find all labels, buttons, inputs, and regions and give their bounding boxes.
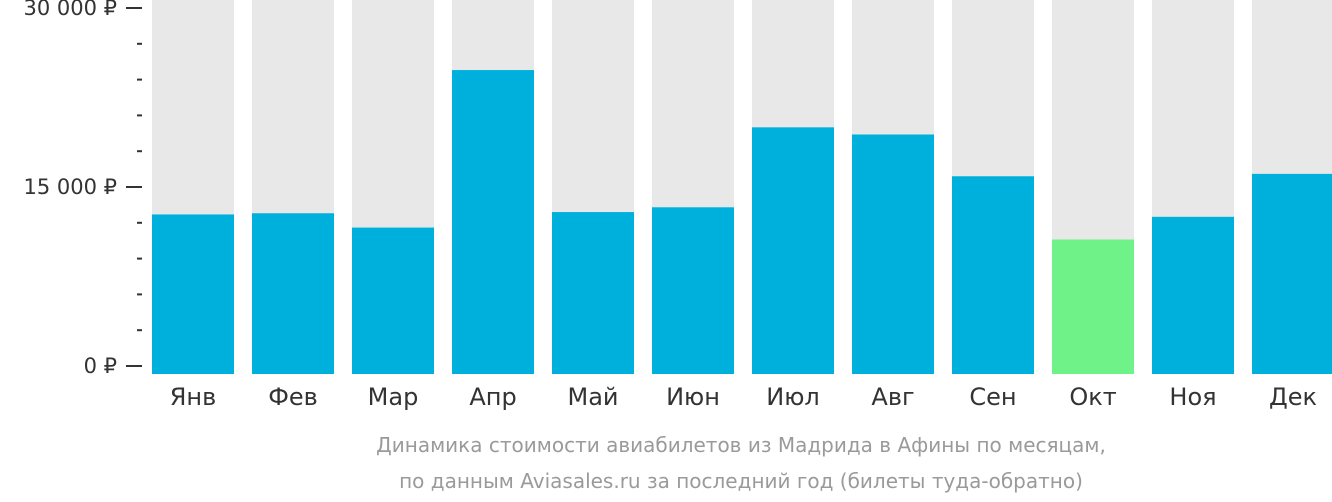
x-axis: Янв Фев Мар Апр Май Июн Июл Авг Сен Окт Ноя Дек [170,383,1317,411]
x-tick-label: Июл [766,383,820,411]
bar [152,214,234,374]
bar [452,70,534,374]
x-tick-label: Ноя [1169,383,1216,411]
x-tick-label: Окт [1069,383,1116,411]
chart-caption-line-1: Динамика стоимости авиабилетов из Мадрид… [376,433,1106,457]
x-tick-label: Фев [268,383,318,411]
y-tick-label: 0 ₽ [84,354,117,378]
bars [152,70,1332,374]
x-tick-label: Июн [666,383,720,411]
bar [552,212,634,374]
bar [1152,216,1234,374]
x-tick-label: Авг [871,383,914,411]
bar [1052,239,1134,374]
bar [652,207,734,374]
bar [852,134,934,374]
y-tick-label: 15 000 ₽ [23,175,117,199]
bar [752,127,834,374]
y-axis: 0 ₽ 15 000 ₽ 30 000 ₽ [23,0,142,378]
bar [352,227,434,374]
x-tick-label: Апр [469,383,516,411]
x-tick-label: Сен [969,383,1016,411]
x-tick-label: Май [567,383,618,411]
y-tick-label: 30 000 ₽ [23,0,117,20]
x-tick-label: Мар [368,383,419,411]
bar [952,176,1034,374]
x-tick-label: Дек [1269,383,1317,411]
x-tick-label: Янв [170,383,217,411]
bar [1252,173,1332,374]
bar [252,213,334,374]
chart-caption-line-2: по данным Aviasales.ru за последний год … [399,469,1083,493]
